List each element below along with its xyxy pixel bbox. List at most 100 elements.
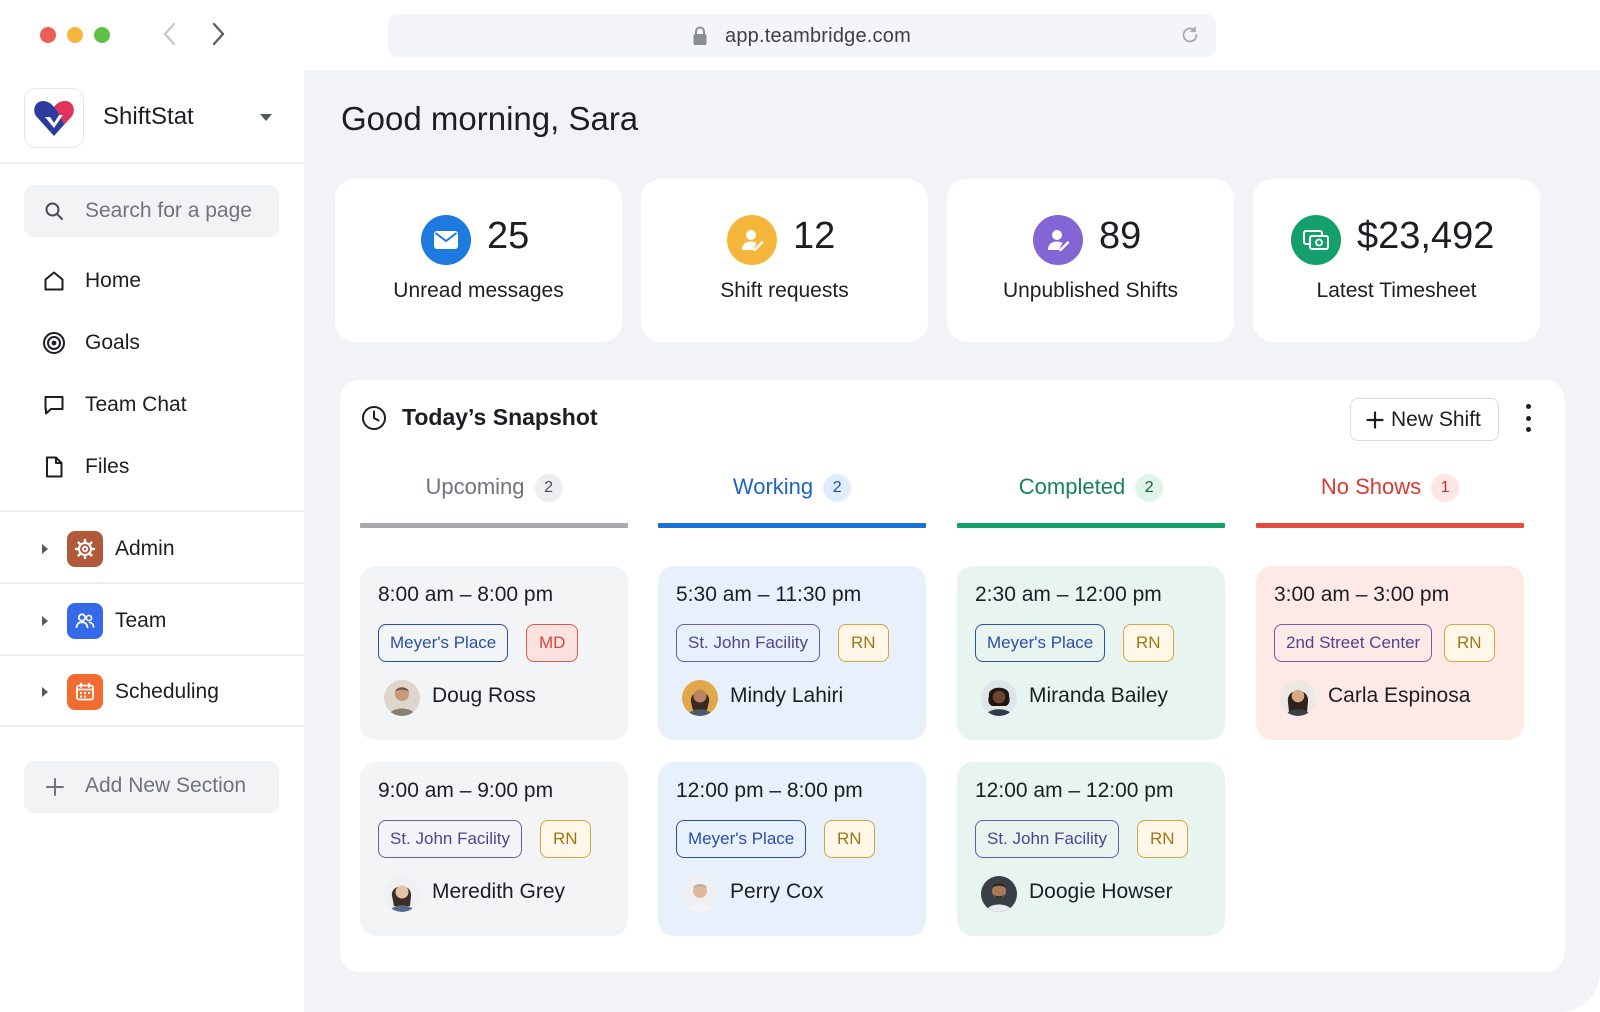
forward-arrow-icon[interactable] <box>206 20 230 48</box>
nav-label: Team Chat <box>85 393 187 416</box>
shift-card[interactable]: 3:00 am – 3:00 pm 2nd Street Center RN C… <box>1256 566 1524 740</box>
more-options-icon[interactable] <box>1523 404 1533 432</box>
minimize-window-button[interactable] <box>67 27 83 43</box>
tab-underline <box>360 523 628 528</box>
shift-card[interactable]: 2:30 am – 12:00 pm Meyer's Place RN Mira… <box>957 566 1225 740</box>
location-tag: Meyer's Place <box>378 624 509 662</box>
page-search-input[interactable]: Search for a page <box>24 185 279 237</box>
new-shift-button[interactable]: New Shift <box>1350 398 1499 441</box>
tab-working[interactable]: Working 2 <box>658 464 926 528</box>
nav-item-goals[interactable]: Goals <box>40 323 280 363</box>
column-working: Working 2 5:30 am – 11:30 pm St. John Fac… <box>658 464 926 936</box>
count-badge: 2 <box>534 474 563 502</box>
column-no-shows: No Shows 1 3:00 am – 3:00 pm 2nd Street C… <box>1256 464 1524 740</box>
location-tag: Meyer's Place <box>975 624 1106 662</box>
person-name: Doogie Howser <box>1029 880 1173 903</box>
tab-underline <box>1256 523 1524 528</box>
person-name: Miranda Bailey <box>1029 684 1168 707</box>
nav-item-files[interactable]: Files <box>40 447 280 487</box>
sidebar: ShiftStat Search for a page Home Goals T… <box>0 70 304 1012</box>
section-label: Team <box>115 609 167 632</box>
nav-item-home[interactable]: Home <box>40 261 280 301</box>
shift-card[interactable]: 12:00 am – 12:00 pm St. John Facility RN… <box>957 762 1225 936</box>
tab-label: Working <box>732 474 814 499</box>
expand-triangle-icon[interactable] <box>42 544 48 554</box>
nav-label: Goals <box>85 331 140 354</box>
divider <box>0 162 304 164</box>
expand-triangle-icon[interactable] <box>42 687 48 697</box>
shift-card[interactable]: 8:00 am – 8:00 pm Meyer's Place MD Doug … <box>360 566 628 740</box>
new-shift-label: New Shift <box>1391 408 1481 431</box>
stat-label: Unread messages <box>393 279 564 302</box>
stat-value: 25 <box>487 215 530 257</box>
section-label: Admin <box>115 537 175 560</box>
section-admin[interactable]: Admin <box>36 527 286 571</box>
file-icon <box>40 453 68 481</box>
add-new-section-button[interactable]: Add New Section <box>24 761 279 813</box>
main-content: Good morning, Sara 25 Unread messages 12… <box>304 70 1600 1012</box>
shift-time: 3:00 am – 3:00 pm <box>1274 583 1450 606</box>
shift-time: 2:30 am – 12:00 pm <box>975 583 1162 606</box>
maximize-window-button[interactable] <box>94 27 110 43</box>
brand-logo <box>24 88 84 148</box>
divider <box>0 654 304 656</box>
shift-time: 8:00 am – 8:00 pm <box>378 583 554 606</box>
avatar <box>981 876 1017 912</box>
tab-completed[interactable]: Completed 2 <box>957 464 1225 528</box>
stat-label: Shift requests <box>720 279 849 302</box>
tab-label: Completed <box>1018 474 1126 499</box>
plus-icon <box>44 776 66 803</box>
todays-snapshot-panel: Today’s Snapshot New Shift Upcoming 2 8:0… <box>340 380 1565 972</box>
chat-icon <box>40 391 68 419</box>
person-name: Meredith Grey <box>432 880 566 903</box>
expand-triangle-icon[interactable] <box>42 616 48 626</box>
reload-icon[interactable] <box>1180 25 1200 50</box>
shift-card[interactable]: 5:30 am – 11:30 pm St. John Facility RN … <box>658 566 926 740</box>
location-tag: St. John Facility <box>975 820 1119 858</box>
person-name: Doug Ross <box>432 684 536 707</box>
tab-no-shows[interactable]: No Shows 1 <box>1256 464 1524 528</box>
back-arrow-icon[interactable] <box>158 20 182 48</box>
tab-upcoming[interactable]: Upcoming 2 <box>360 464 628 528</box>
stat-card-shift-requests[interactable]: 12 Shift requests <box>641 179 928 342</box>
close-window-button[interactable] <box>40 27 56 43</box>
workspace-switcher[interactable]: ShiftStat <box>24 88 282 150</box>
search-placeholder: Search for a page <box>85 199 252 222</box>
tab-label: Upcoming <box>425 474 525 499</box>
money-icon <box>1291 215 1341 265</box>
nav-item-team-chat[interactable]: Team Chat <box>40 385 280 425</box>
stat-value: 89 <box>1099 215 1142 257</box>
count-badge: 2 <box>823 474 852 502</box>
shift-card[interactable]: 12:00 pm – 8:00 pm Meyer's Place RN Perr… <box>658 762 926 936</box>
window-controls <box>40 27 110 43</box>
add-section-label: Add New Section <box>85 774 247 797</box>
gear-icon <box>67 531 103 567</box>
column-upcoming: Upcoming 2 8:00 am – 8:00 pm Meyer's Plac… <box>360 464 628 936</box>
workspace-name: ShiftStat <box>103 103 194 130</box>
shift-card[interactable]: 9:00 am – 9:00 pm St. John Facility RN M… <box>360 762 628 936</box>
avatar <box>682 680 718 716</box>
nav-label: Files <box>85 455 130 478</box>
user-edit-icon <box>1033 215 1083 265</box>
stat-card-latest-timesheet[interactable]: $23,492 Latest Timesheet <box>1253 179 1540 342</box>
person-name: Perry Cox <box>730 880 824 903</box>
shift-time: 12:00 am – 12:00 pm <box>975 779 1174 802</box>
person-name: Carla Espinosa <box>1328 684 1471 707</box>
section-scheduling[interactable]: Scheduling <box>36 670 286 714</box>
stat-card-unpublished-shifts[interactable]: 89 Unpublished Shifts <box>947 179 1234 342</box>
section-team[interactable]: Team <box>36 599 286 643</box>
page-title: Good morning, Sara <box>341 100 639 137</box>
avatar <box>384 680 420 716</box>
stat-card-unread-messages[interactable]: 25 Unread messages <box>335 179 622 342</box>
clock-icon <box>360 404 388 432</box>
person-name: Mindy Lahiri <box>730 684 844 707</box>
address-bar[interactable]: app.teambridge.com <box>388 14 1216 57</box>
stat-value: $23,492 <box>1357 215 1495 257</box>
people-icon <box>67 603 103 639</box>
url-text: app.teambridge.com <box>725 25 911 47</box>
location-tag: Meyer's Place <box>676 820 807 858</box>
tab-underline <box>957 523 1225 528</box>
lock-icon <box>692 26 708 51</box>
location-tag: St. John Facility <box>676 624 820 662</box>
column-completed: Completed 2 2:30 am – 12:00 pm Meyer's Pl… <box>957 464 1225 936</box>
